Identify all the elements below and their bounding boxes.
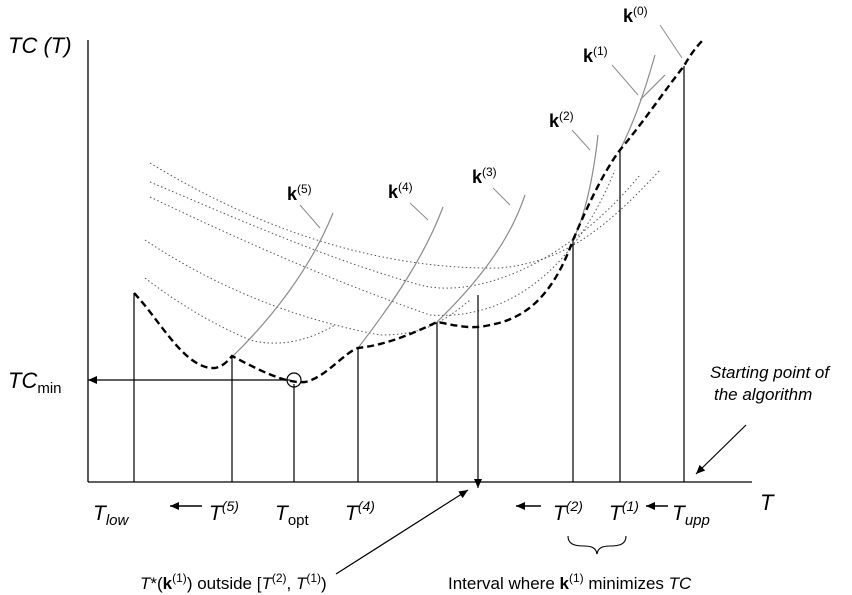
y-axis-label: TC (T): [8, 33, 72, 58]
tick-label-t2: T(2): [553, 498, 583, 525]
tc-min-label: TCmin: [8, 368, 62, 397]
tick-label-t5: T(5): [209, 498, 239, 525]
curve-k0-rising: [639, 74, 666, 101]
k1-leader: [611, 64, 639, 96]
k0-leader: [659, 24, 683, 59]
curve-k5-rising: [231, 212, 334, 358]
tick-label-t1: T(1): [609, 498, 639, 525]
curve-k5-dotted: [149, 169, 616, 316]
curve-label-k0: k(0): [623, 4, 648, 26]
curve-k2-rising: [572, 134, 599, 241]
k3-leader: [492, 187, 511, 206]
curve-k4-dotted: [149, 174, 641, 289]
curve-label-k5: k(5): [287, 182, 312, 204]
tick-label-t-upp: Tupp: [672, 502, 710, 529]
outside-annotation: T*(k(1)) outside [T(2), T(1)): [140, 571, 327, 593]
start-annotation-line1: Starting point of: [710, 363, 831, 382]
curve-label-k2: k(2): [549, 109, 574, 131]
tick-label-t-opt: Topt: [275, 502, 310, 529]
x-axis-label: T: [760, 490, 775, 515]
curve-k1-dotted: [144, 277, 336, 344]
tc-envelope: [133, 39, 704, 384]
start-annotation-line2: the algorithm: [714, 385, 812, 404]
curve-k3-dotted: [149, 162, 661, 269]
curve-k3-rising: [436, 194, 526, 323]
curve-label-k1: k(1): [583, 44, 608, 66]
outside-leader: [335, 489, 469, 575]
k5-leader: [299, 204, 321, 229]
start-leader: [695, 424, 747, 475]
tick-label-t-low: Tlow: [93, 502, 130, 529]
curve-k4-rising: [357, 206, 444, 349]
k4-leader: [409, 202, 429, 221]
curve-label-k3: k(3): [472, 165, 497, 187]
curve-k1-rising: [619, 54, 656, 151]
k2-leader: [571, 129, 591, 151]
interval-brace: [567, 535, 627, 555]
tick-label-t4: T(4): [345, 498, 375, 525]
curve-label-k4: k(4): [388, 180, 413, 202]
interval-annotation: Interval where k(1) minimizes TC: [448, 571, 692, 593]
